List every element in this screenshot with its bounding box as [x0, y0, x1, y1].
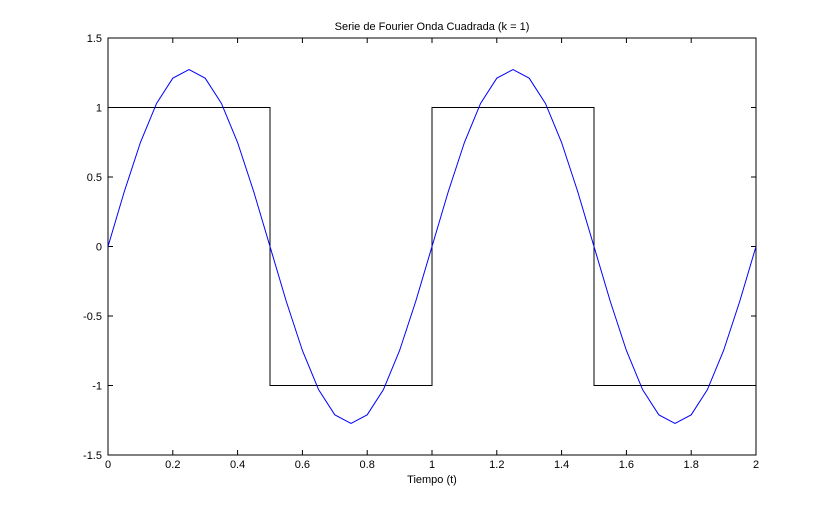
x-tick-label: 0.8: [360, 459, 375, 471]
x-tick-label: 2: [753, 459, 759, 471]
chart-title: Serie de Fourier Onda Cuadrada (k = 1): [335, 21, 530, 33]
y-tick-label: 1.5: [87, 33, 102, 45]
y-tick-label: 1: [96, 103, 102, 115]
series-line-2: [107, 68, 757, 425]
x-tick-label: 1.2: [489, 459, 504, 471]
y-tick-label: -1: [92, 381, 102, 393]
x-tick-label: 0.2: [165, 459, 180, 471]
y-tick-label: -1.5: [83, 450, 102, 462]
y-tick-label: 0: [96, 242, 102, 254]
x-tick-label: 1.6: [619, 459, 634, 471]
x-tick-label: 0.6: [295, 459, 310, 471]
x-tick-label: 1: [429, 459, 435, 471]
x-tick-label: 1.4: [554, 459, 569, 471]
x-tick-label: 0: [105, 459, 111, 471]
x-tick-label: 0.4: [230, 459, 245, 471]
y-tick-label: 0.5: [87, 172, 102, 184]
y-tick-label: -0.5: [83, 311, 102, 323]
x-axis-label: Tiempo (t): [407, 474, 457, 486]
x-tick-label: 1.8: [684, 459, 699, 471]
plot-area: 0 0.2 0.4 0.6 0.8 1 1.2 1.4 1.6 1.8 2 -1.5 -1 -0.5 0 0.…: [83, 33, 759, 471]
